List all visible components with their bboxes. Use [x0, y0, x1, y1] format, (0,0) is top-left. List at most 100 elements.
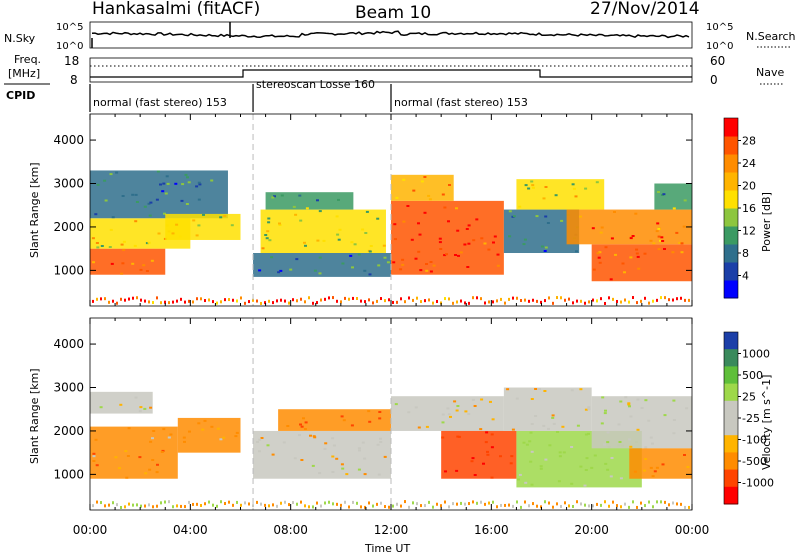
region-speck — [657, 235, 661, 238]
region-speck — [134, 193, 138, 196]
region-speck — [655, 466, 659, 469]
ground-speck — [300, 297, 302, 301]
region-speck — [441, 193, 445, 196]
ground-speck — [356, 296, 358, 300]
ground-speck — [220, 300, 222, 304]
region-speck — [341, 467, 345, 470]
nsky-tick-bottom: 10^0 — [56, 41, 83, 52]
region-fill — [165, 213, 241, 240]
region-speck — [542, 424, 546, 427]
velocity-cbar-swatch — [724, 400, 738, 419]
ground-speck — [384, 299, 386, 303]
ground-speck — [664, 500, 666, 504]
region-speck — [401, 263, 405, 266]
nsearch-tick-top: 10^5 — [706, 22, 733, 33]
region-speck — [104, 199, 108, 202]
velocity-cbar-tick-label: 25 — [742, 391, 756, 404]
nsearch-tick-bottom: 10^0 — [706, 41, 733, 52]
region-speck — [316, 199, 319, 202]
region-speck — [486, 450, 489, 453]
station-title: Hankasalmi (fitACF) — [92, 0, 260, 19]
region-speck — [337, 238, 341, 241]
region-fill — [391, 200, 504, 275]
region-speck — [414, 257, 418, 260]
region-fill — [260, 209, 386, 254]
region-speck — [606, 441, 610, 444]
ground-speck — [152, 301, 154, 305]
ground-speck — [388, 505, 390, 509]
region-speck — [467, 413, 471, 415]
velocity-cbar-tick-label: -25 — [742, 412, 760, 425]
region-speck — [614, 253, 617, 256]
region-speck — [161, 190, 165, 193]
power-cbar-tick-label: 24 — [742, 157, 756, 170]
data-region — [391, 174, 454, 201]
region-speck — [99, 406, 103, 409]
region-speck — [111, 216, 115, 219]
region-speck — [202, 213, 205, 216]
region-speck — [597, 256, 601, 259]
region-speck — [584, 187, 588, 190]
region-speck — [455, 207, 458, 210]
region-speck — [147, 241, 151, 244]
region-speck — [92, 455, 96, 458]
region-speck — [609, 278, 613, 281]
region-speck — [441, 421, 445, 424]
region-speck — [672, 399, 676, 402]
velocity-cbar-tick-label: 1000 — [742, 348, 770, 361]
ground-speck — [328, 500, 330, 504]
region-speck — [587, 408, 591, 411]
region-speck — [672, 432, 676, 435]
ground-speck — [476, 501, 478, 505]
ground-speck — [460, 299, 462, 303]
ground-speck — [128, 297, 130, 301]
ground-speck — [492, 500, 494, 504]
region-speck — [318, 210, 322, 213]
ground-speck — [672, 298, 674, 302]
ground-speck — [288, 503, 290, 507]
ground-speck — [148, 300, 150, 304]
ground-speck — [248, 300, 250, 304]
velocity-cbar-swatch — [724, 452, 738, 471]
region-speck — [131, 193, 135, 196]
ground-speck — [304, 504, 306, 508]
region-speck — [517, 478, 520, 481]
power-colorbar: 4 8 12 16 20 24 28 Power [dB] — [723, 117, 773, 299]
region-speck — [651, 442, 654, 445]
region-speck — [368, 420, 372, 423]
region-speck — [685, 407, 689, 410]
ground-speck — [396, 300, 398, 304]
ground-speck — [632, 296, 634, 300]
region-speck — [596, 252, 600, 255]
ground-speck — [280, 298, 282, 302]
ground-speck — [556, 502, 558, 506]
ground-speck — [228, 500, 230, 504]
region-speck — [382, 244, 386, 247]
ground-speck — [340, 503, 342, 507]
time-axis: 00:00 04:00 08:00 12:00 16:00 20:00 00:00 — [73, 523, 710, 537]
region-speck — [351, 266, 354, 269]
power-cbar-label: Power [dB] — [760, 192, 773, 252]
region-speck — [682, 225, 686, 228]
ground-speck — [136, 296, 138, 300]
ground-speck — [180, 504, 182, 508]
region-speck — [336, 233, 340, 236]
region-speck — [324, 442, 328, 445]
region-speck — [197, 198, 201, 201]
region-speck — [345, 473, 349, 476]
ground-speck — [480, 297, 482, 301]
data-region — [391, 200, 504, 275]
region-speck — [598, 261, 602, 264]
region-speck — [552, 422, 556, 425]
region-speck — [147, 202, 151, 205]
region-speck — [331, 471, 335, 473]
region-speck — [264, 234, 268, 236]
y-tick-label: 2000 — [53, 424, 84, 438]
ground-speck — [688, 505, 690, 509]
region-speck — [683, 454, 686, 456]
region-speck — [318, 272, 322, 275]
ground-speck — [608, 504, 610, 508]
velocity-cbar-swatch — [724, 366, 738, 385]
ground-speck — [580, 299, 582, 303]
y-tick-label: 4000 — [53, 337, 84, 351]
